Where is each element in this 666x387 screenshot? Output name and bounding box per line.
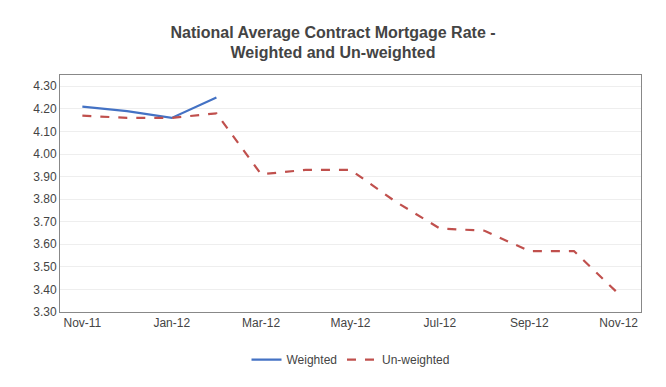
svg-text:Nov-11: Nov-11 [63, 316, 101, 330]
svg-text:Mar-12: Mar-12 [242, 316, 280, 330]
svg-text:Sep-12: Sep-12 [510, 316, 549, 330]
svg-text:3.50: 3.50 [33, 260, 57, 274]
svg-text:4.20: 4.20 [33, 102, 57, 116]
svg-text:May-12: May-12 [330, 316, 370, 330]
svg-text:Nov-12: Nov-12 [599, 316, 638, 330]
svg-text:3.30: 3.30 [33, 305, 57, 319]
svg-text:3.70: 3.70 [33, 215, 57, 229]
svg-text:Jan-12: Jan-12 [153, 316, 190, 330]
svg-text:Jul-12: Jul-12 [424, 316, 457, 330]
svg-text:3.60: 3.60 [33, 237, 57, 251]
svg-text:National Average Contract Mort: National Average Contract Mortgage Rate … [170, 24, 495, 62]
svg-text:4.10: 4.10 [33, 125, 57, 139]
svg-text:3.80: 3.80 [33, 192, 57, 206]
svg-text:4.00: 4.00 [33, 147, 57, 161]
svg-text:3.90: 3.90 [33, 170, 57, 184]
svg-text:Un-weighted: Un-weighted [382, 353, 449, 367]
svg-text:3.40: 3.40 [33, 283, 57, 297]
svg-text:4.30: 4.30 [33, 79, 57, 93]
svg-text:Weighted: Weighted [287, 353, 337, 367]
